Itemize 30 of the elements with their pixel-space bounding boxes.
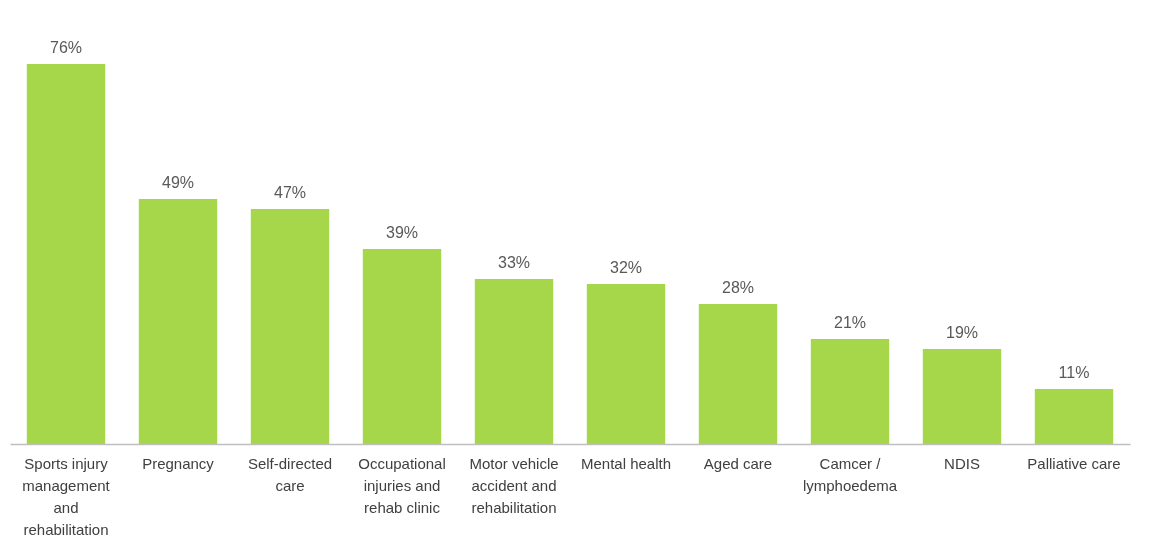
x-tick-label: Mental health [580,454,672,472]
x-tick-label: Camcer / lymphoedema [802,454,898,494]
bar [474,279,554,444]
x-tick-label: Occupational injuries and rehab clinic [358,454,446,516]
bar [138,199,218,444]
data-label: 39% [385,224,419,241]
data-label: 76% [49,39,83,56]
data-label: 11% [1058,364,1090,381]
x-tick-label: Aged care [703,454,773,472]
x-tick-label: NDIS [944,454,980,472]
bar [26,64,106,444]
data-label: 32% [609,259,643,276]
bar [698,304,778,444]
data-label: 47% [273,184,307,201]
x-tick-label: Sports injury management and rehabilitation [22,454,111,538]
x-tick-label: Motor vehicle accident and rehabilitation [469,454,559,516]
data-label: 28% [721,279,755,296]
x-tick-label: Self-directed care [247,454,333,494]
data-label: 33% [497,254,531,271]
bar [362,249,442,444]
data-label: 21% [833,314,867,331]
bar [1034,389,1114,444]
bar [922,349,1002,444]
data-label: 19% [945,324,979,341]
data-label: 49% [161,174,195,191]
bar [810,339,890,444]
x-tick-label: Palliative care [1027,454,1121,472]
bar [586,284,666,444]
x-tick-label: Pregnancy [142,454,215,472]
bar [250,209,330,444]
